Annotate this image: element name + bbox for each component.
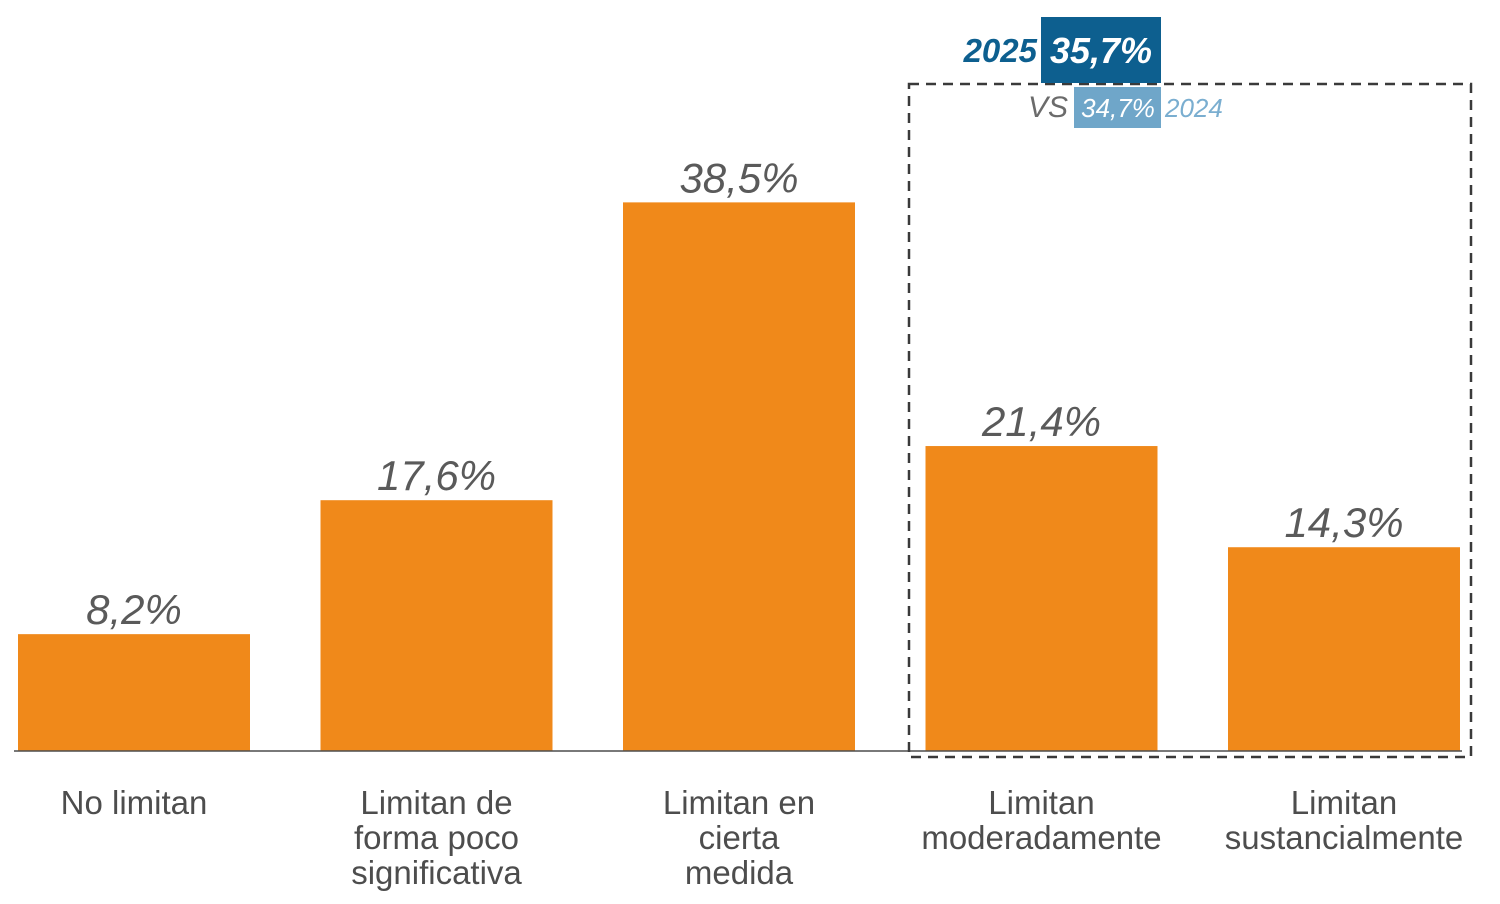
category-label-0-line-0: No limitan	[61, 784, 208, 821]
previous-value-box	[1074, 87, 1161, 128]
comparison-callout: 2025 35,7% VS 34,7% 2024	[963, 17, 1223, 128]
category-label-2-line-0: Limitan en	[663, 784, 815, 821]
previous-value-label: 34,7%	[1081, 93, 1155, 123]
vs-label: VS	[1028, 91, 1068, 124]
category-label-2-line-1: cierta	[699, 819, 780, 856]
category-label-4-line-1: sustancialmente	[1225, 819, 1463, 856]
bar-2	[623, 202, 855, 751]
current-value-box	[1041, 17, 1161, 83]
category-label-4-line-0: Limitan	[1291, 784, 1397, 821]
bar-value-label-2: 38,5%	[679, 154, 798, 201]
bars-group	[18, 202, 1460, 751]
category-label-3-line-0: Limitan	[988, 784, 1094, 821]
category-label-1-line-2: significativa	[351, 854, 522, 891]
category-label-1-line-1: forma poco	[354, 819, 519, 856]
bar-value-label-4: 14,3%	[1284, 499, 1403, 546]
bar-value-label-1: 17,6%	[377, 452, 496, 499]
bar-value-label-3: 21,4%	[981, 398, 1101, 445]
bar-0	[18, 634, 250, 751]
bar-value-label-0: 8,2%	[86, 586, 182, 633]
category-label-2-line-2: medida	[685, 854, 794, 891]
bar-4	[1228, 547, 1460, 751]
category-label-1-line-0: Limitan de	[360, 784, 512, 821]
current-value-label: 35,7%	[1050, 30, 1152, 71]
previous-year-label: 2024	[1164, 93, 1223, 123]
bar-1	[320, 500, 553, 751]
current-year-label: 2025	[963, 32, 1038, 69]
highlight-dashed-box	[907, 82, 1473, 759]
bar-3	[925, 446, 1158, 751]
category-label-3-line-1: moderadamente	[921, 819, 1161, 856]
